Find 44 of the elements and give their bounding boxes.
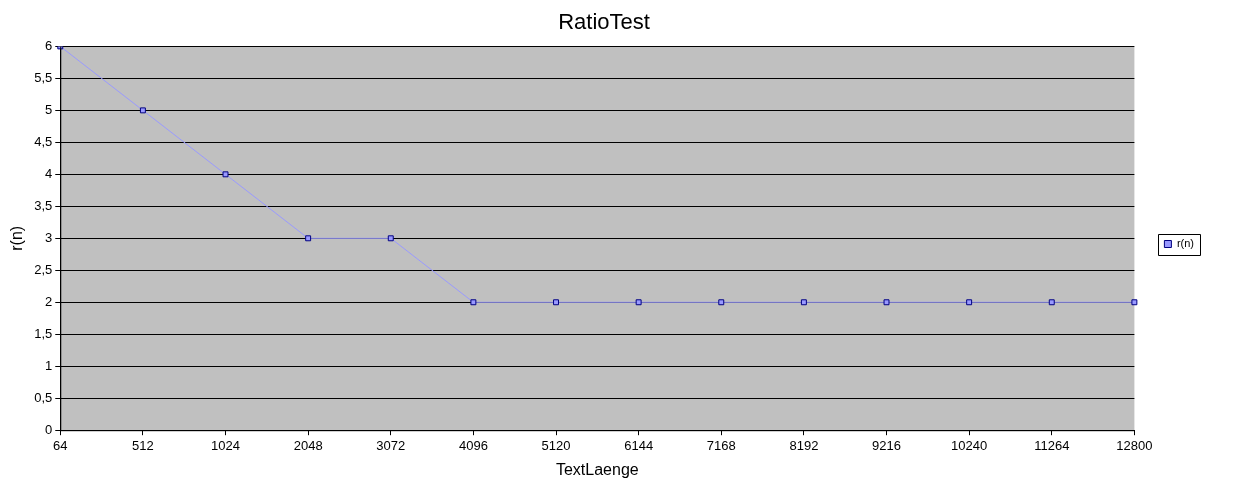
x-tick-label: 3072 [376,437,406,453]
x-tick-label: 9216 [872,437,901,453]
y-tick-label: 1 [45,357,53,373]
point [1131,299,1138,306]
point [966,299,973,306]
x-tick-label: 6144 [624,437,654,453]
x-tick-label: 2048 [293,437,323,453]
point [387,235,394,242]
legend-label: r(n) [1176,237,1194,250]
y-tick-label: 0 [45,421,53,437]
y-tick-label: 1,5 [34,325,53,341]
x-tick-label: 512 [132,437,154,453]
y-tick-label: 4,5 [34,133,53,149]
x-tick-label: 4096 [458,437,488,453]
x-tick-label: 10240 [951,437,988,453]
y-tick-label: 3 [45,229,53,245]
y-tick-label: 2,5 [34,261,53,277]
point [1048,299,1055,306]
y-tick-label: 0,5 [34,389,53,405]
point [139,107,146,114]
x-tick-label: 12800 [1116,437,1153,453]
x-tick-label: 11264 [1034,437,1070,453]
y-tick-label: 5 [45,101,53,117]
point [470,299,477,306]
x-tick-label: 8192 [789,437,819,453]
point [718,299,725,306]
point [222,171,229,178]
point [800,299,807,306]
x-tick-label: 64 [53,437,68,453]
y-tick-label: 4 [45,165,53,181]
point [305,235,312,242]
y-tick-label: 5,5 [34,69,53,85]
point [553,299,559,306]
y-tick-label: 3,5 [34,197,53,213]
x-axis-title: TextLaenge [555,460,639,478]
y-tick-label: 2 [45,293,53,309]
y-axis-title: r(n) [8,225,26,251]
chart-title: RatioTest [558,9,650,35]
x-tick-label: 5120 [541,437,571,453]
x-tick-label: 7168 [706,437,736,453]
y-tick-label: 6 [45,37,53,53]
point [883,299,890,306]
x-tick-label: 1024 [211,437,240,453]
point [635,299,642,306]
